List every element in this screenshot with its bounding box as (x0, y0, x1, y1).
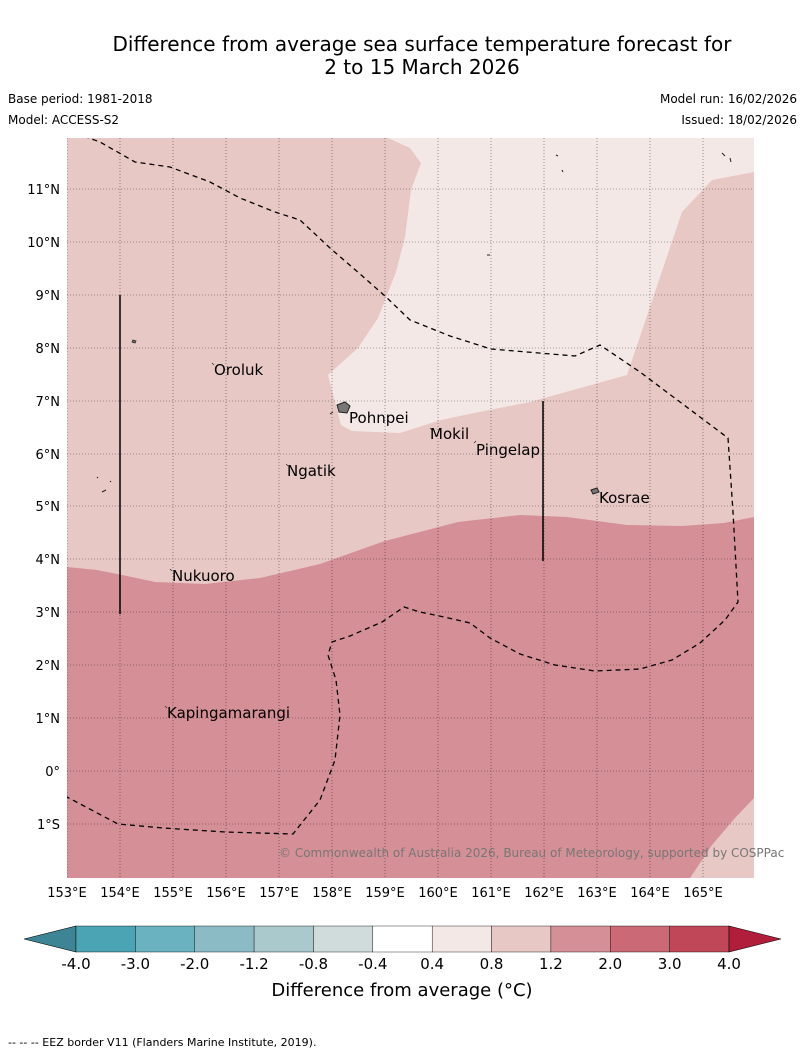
colorbar-tick-label: 4.0 (717, 955, 741, 973)
colorbar-tick-label: 1.2 (539, 955, 563, 973)
colorbar-segment (194, 925, 255, 953)
colorbar-tick-label: 3.0 (658, 955, 682, 973)
place-nukuoro: Nukuoro (172, 567, 235, 585)
eez-footnote: -- -- -- EEZ border V11 (Flanders Marine… (8, 1036, 317, 1049)
colorbar-segment (372, 925, 433, 953)
place-ngatik: Ngatik (287, 462, 336, 480)
colorbar-segment (669, 925, 730, 953)
lat-label: 3°N (36, 606, 61, 621)
issued-date: Issued: 18/02/2026 (681, 113, 797, 127)
boundary-lines (119, 295, 544, 614)
lat-label: 7°N (36, 395, 61, 410)
lat-label: 0° (45, 765, 60, 780)
colorbar-tick-label: 0.8 (480, 955, 504, 973)
lat-label: 6°N (36, 448, 61, 463)
colorbar-tick-label: 2.0 (598, 955, 622, 973)
colorbar-segment (610, 925, 670, 953)
place-mokil: Mokil (430, 425, 469, 443)
lat-label: 1°S (37, 818, 60, 833)
lon-label: 154°E (100, 886, 140, 901)
lon-label: 156°E (206, 886, 246, 901)
lon-label: 162°E (524, 886, 564, 901)
lat-label: 8°N (36, 342, 61, 357)
map-title-line2: 2 to 15 March 2026 (324, 55, 520, 79)
place-markers (164, 362, 477, 709)
lon-label: 157°E (259, 886, 299, 901)
kosrae-island-icon (590, 487, 600, 495)
copyright-notice: © Commonwealth of Australia 2026, Bureau… (279, 846, 784, 860)
colorbar-label: Difference from average (°C) (271, 980, 533, 1001)
colorbar-tick-label: -4.0 (61, 955, 90, 973)
lat-label: 4°N (36, 553, 61, 568)
colorbar-tick-label: -0.8 (299, 955, 328, 973)
place-pingelap: Pingelap (476, 441, 540, 459)
colorbar-tick-label: -3.0 (121, 955, 150, 973)
anomaly-band-1.2-2.0 (67, 515, 754, 878)
colorbar-tick-label: -1.2 (239, 955, 268, 973)
lon-label: 165°E (683, 886, 723, 901)
lat-label: 10°N (27, 236, 60, 251)
pohnpei-island-icon (336, 401, 351, 414)
colorbar-segment (491, 925, 552, 953)
place-labels: Oroluk Pohnpei Mokil Pingelap Ngatik Kos… (167, 361, 650, 722)
place-kapingamarangi: Kapingamarangi (167, 704, 290, 722)
lon-label: 158°E (312, 886, 352, 901)
lon-label: 160°E (418, 886, 458, 901)
lon-label: 164°E (630, 886, 670, 901)
colorbar-segment (313, 925, 374, 953)
lat-label: 1°N (36, 712, 61, 727)
lon-label: 153°E (47, 886, 87, 901)
lon-label: 163°E (577, 886, 617, 901)
map-plot-area (67, 138, 754, 878)
lon-label: 159°E (365, 886, 405, 901)
place-kosrae: Kosrae (599, 489, 650, 507)
colorbar-tick-label: -2.0 (180, 955, 209, 973)
latitude-labels: 11°N 10°N 9°N 8°N 7°N 6°N 5°N 4°N 3°N 2°… (27, 183, 60, 833)
place-pohnpei: Pohnpei (349, 409, 409, 427)
colorbar-tick-label: 0.4 (420, 955, 444, 973)
model-run-date: Model run: 16/02/2026 (659, 92, 797, 106)
anomaly-band-0.4-0.8 (328, 138, 754, 433)
islet-icon (131, 339, 137, 344)
eez-border (67, 138, 739, 835)
longitude-labels: 153°E 154°E 155°E 156°E 157°E 158°E 159°… (47, 886, 723, 901)
place-oroluk: Oroluk (214, 361, 263, 379)
colorbar: -4.0 -3.0 -2.0 -1.2 -0.8 -0.4 0.4 0.8 1.2 2.0 3.0 4… (23, 925, 782, 973)
colorbar-extend-high (728, 925, 782, 953)
colorbar-tick-label: -0.4 (358, 955, 387, 973)
lon-label: 155°E (153, 886, 193, 901)
lon-label: 161°E (471, 886, 511, 901)
colorbar-segment (431, 925, 492, 953)
lat-label: 9°N (36, 289, 61, 304)
base-period: Base period: 1981-2018 (8, 92, 153, 106)
colorbar-segment (253, 925, 314, 953)
colorbar-extend-low (23, 925, 77, 953)
lat-label: 11°N (27, 183, 60, 198)
colorbar-segment (550, 925, 611, 953)
islands (96, 152, 732, 709)
model-name: Model: ACCESS-S2 (8, 113, 120, 127)
map-title-line1: Difference from average sea surface temp… (112, 32, 732, 56)
atoll-marks (96, 152, 732, 493)
colorbar-segment (75, 925, 136, 953)
colorbar-segment (135, 925, 195, 953)
lat-label: 2°N (36, 659, 61, 674)
lat-label: 5°N (36, 500, 61, 515)
